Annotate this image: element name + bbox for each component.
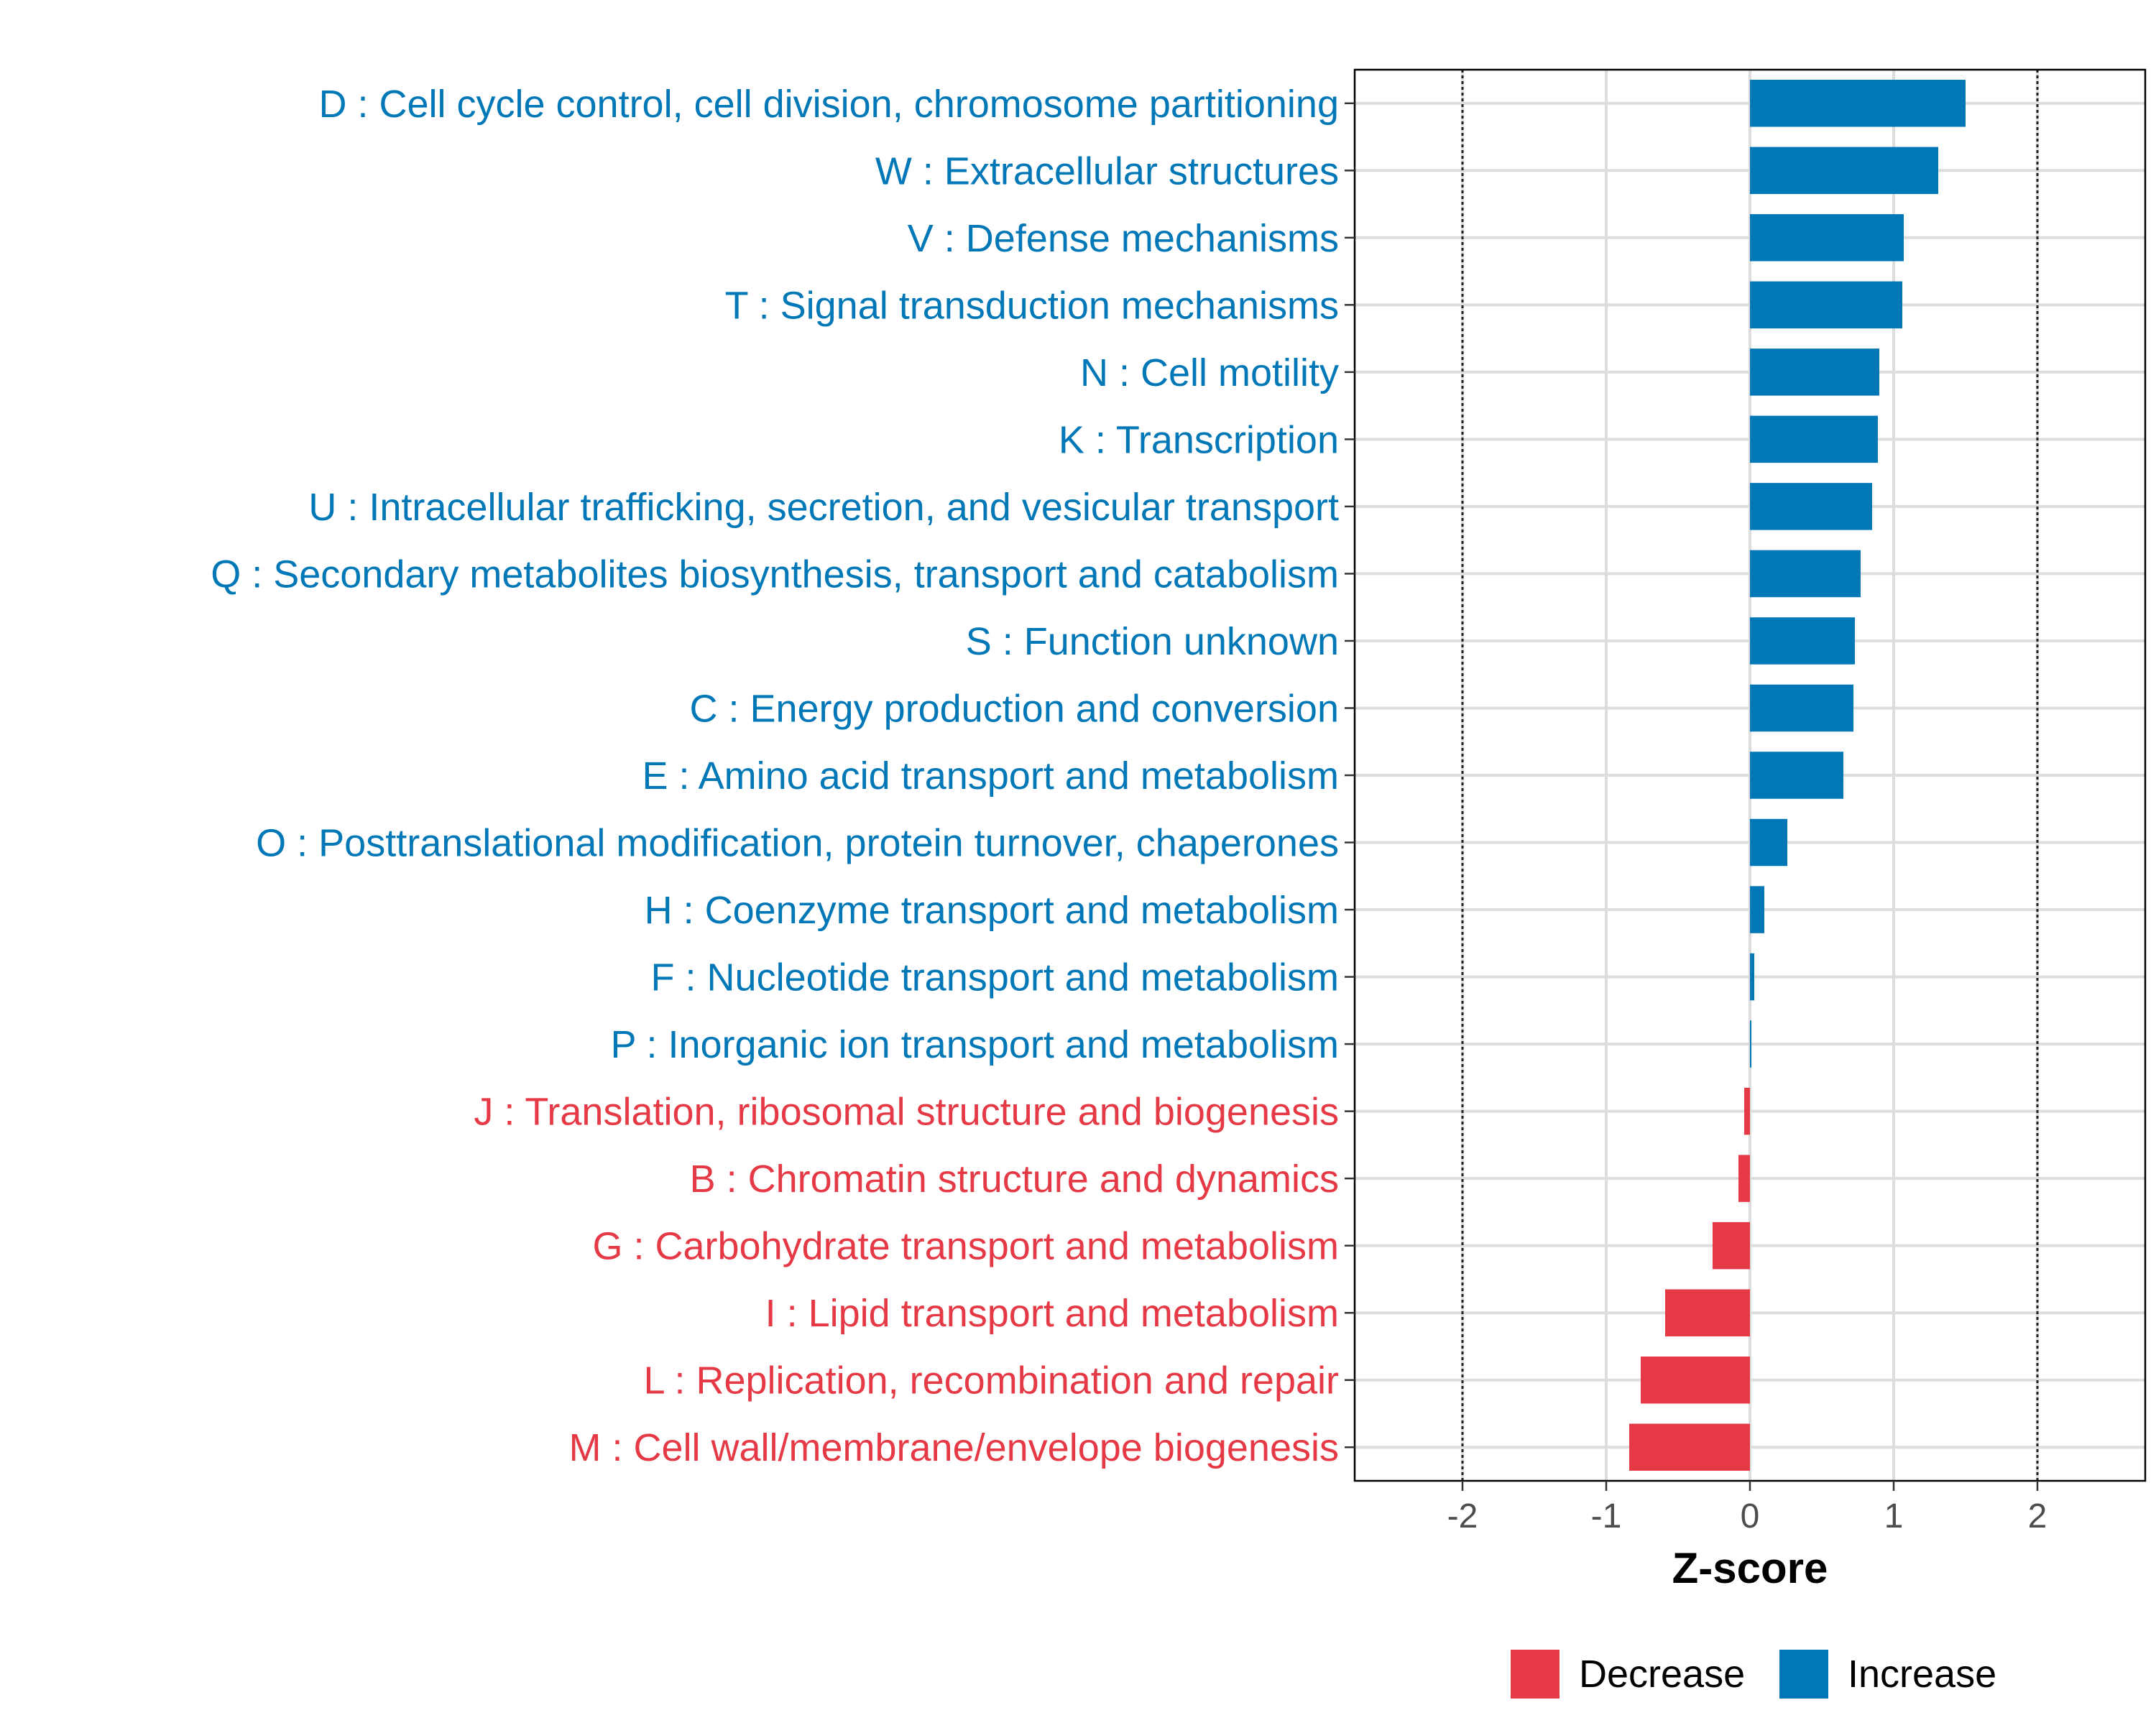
category-label: M : Cell wall/membrane/envelope biogenes… xyxy=(568,1426,1339,1469)
y-axis-ticks xyxy=(1345,102,1355,1449)
legend-label: Increase xyxy=(1848,1653,1996,1696)
category-label: H : Coenzyme transport and metabolism xyxy=(645,889,1339,932)
x-axis-title: Z-score xyxy=(1672,1544,1828,1592)
category-label: N : Cell motility xyxy=(1080,351,1339,394)
bar xyxy=(1750,617,1855,665)
category-label: G : Carbohydrate transport and metabolis… xyxy=(593,1225,1340,1268)
x-tick-label: 2 xyxy=(2028,1497,2047,1535)
category-label: S : Function unknown xyxy=(966,620,1339,663)
bar xyxy=(1750,752,1843,799)
category-label: K : Transcription xyxy=(1059,418,1339,461)
bar xyxy=(1750,953,1754,1001)
category-label: W : Extracellular structures xyxy=(875,149,1339,193)
legend-swatch xyxy=(1511,1650,1560,1699)
category-label: P : Inorganic ion transport and metaboli… xyxy=(610,1023,1339,1066)
bar xyxy=(1738,1155,1750,1202)
bar xyxy=(1750,886,1764,933)
bar xyxy=(1750,348,1879,396)
category-label: O : Posttranslational modification, prot… xyxy=(256,822,1339,865)
bar xyxy=(1713,1221,1750,1270)
bars xyxy=(1629,80,1966,1471)
x-tick-label: -1 xyxy=(1591,1497,1622,1535)
x-tick-label: 0 xyxy=(1741,1497,1760,1535)
bar xyxy=(1750,415,1878,463)
bar xyxy=(1750,818,1787,867)
category-label: T : Signal transduction mechanisms xyxy=(725,284,1339,327)
category-label: J : Translation, ribosomal structure and… xyxy=(474,1091,1339,1134)
x-axis-ticks: -2 -1 0 1 2 xyxy=(1447,1481,2047,1535)
legend-label: Decrease xyxy=(1579,1653,1745,1696)
bar xyxy=(1750,1020,1751,1068)
bar xyxy=(1744,1087,1750,1135)
category-label: V : Defense mechanisms xyxy=(908,217,1339,260)
bar xyxy=(1665,1289,1750,1336)
bar xyxy=(1641,1356,1750,1404)
legend: Decrease Increase xyxy=(1511,1650,1996,1699)
category-label: U : Intracellular trafficking, secretion… xyxy=(308,486,1339,529)
category-label: L : Replication, recombination and repai… xyxy=(643,1359,1339,1403)
category-label: I : Lipid transport and metabolism xyxy=(765,1292,1339,1335)
category-label: D : Cell cycle control, cell division, c… xyxy=(318,83,1339,126)
x-tick-label: -2 xyxy=(1447,1497,1478,1535)
category-label: Q : Secondary metabolites biosynthesis, … xyxy=(211,553,1339,596)
bar xyxy=(1750,281,1902,329)
bar xyxy=(1750,684,1853,732)
y-axis-category-labels: D : Cell cycle control, cell division, c… xyxy=(211,83,1339,1469)
x-tick-label: 1 xyxy=(1884,1497,1904,1535)
category-label: F : Nucleotide transport and metabolism xyxy=(651,956,1339,999)
bar xyxy=(1750,550,1861,598)
bar xyxy=(1750,483,1872,530)
bar xyxy=(1750,80,1966,127)
bar xyxy=(1750,147,1938,195)
bar xyxy=(1750,214,1904,262)
bar xyxy=(1629,1423,1750,1471)
category-label: C : Energy production and conversion xyxy=(689,687,1339,730)
category-label: B : Chromatin structure and dynamics xyxy=(690,1158,1339,1201)
legend-swatch xyxy=(1779,1650,1828,1699)
category-label: E : Amino acid transport and metabolism xyxy=(642,754,1339,798)
